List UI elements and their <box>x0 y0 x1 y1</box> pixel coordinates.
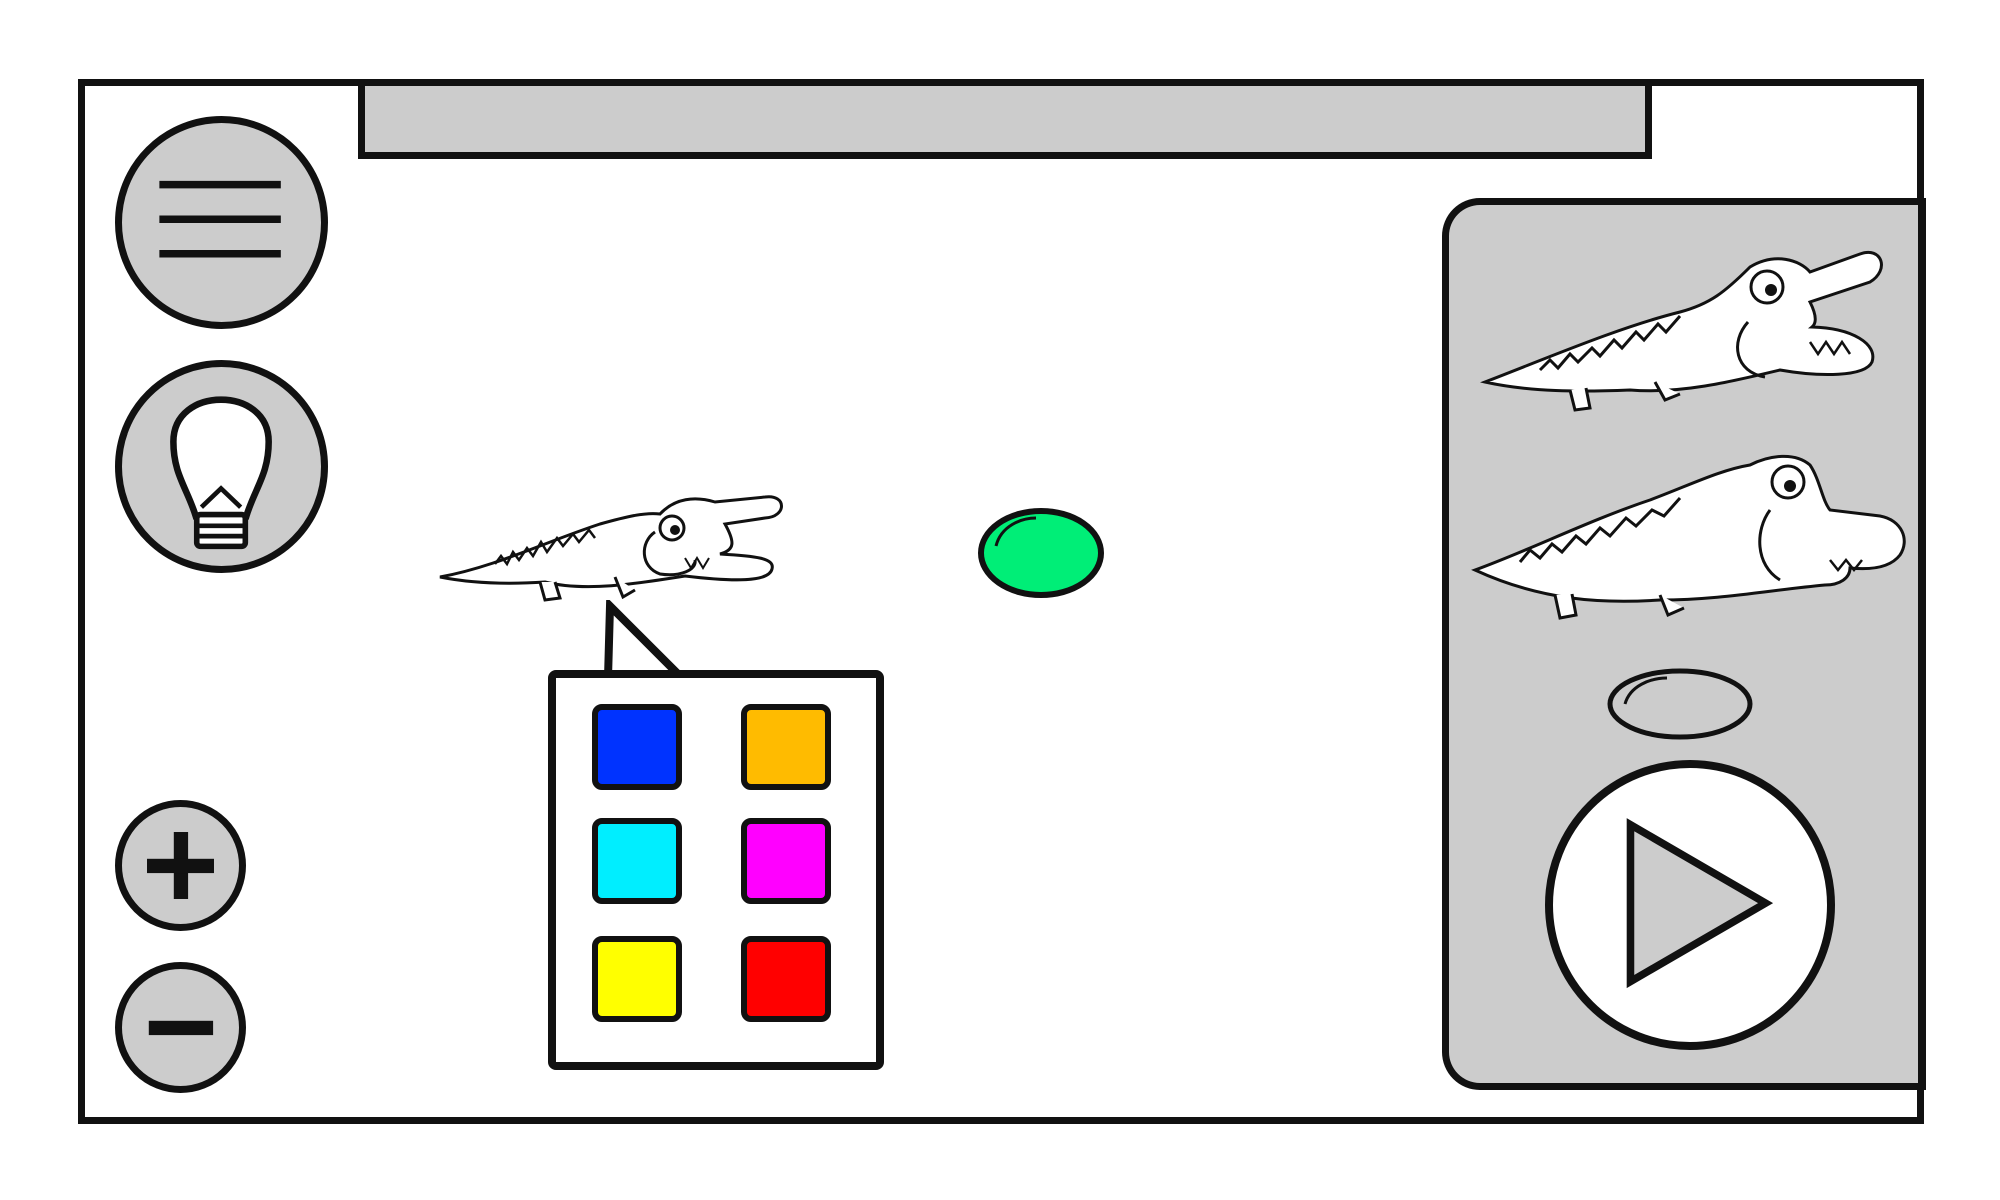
hamburger-menu-icon <box>159 180 281 258</box>
library-egg[interactable] <box>1605 664 1755 744</box>
menu-button[interactable] <box>115 116 328 329</box>
crocodile-selected[interactable] <box>435 472 785 612</box>
library-crocodile-fat[interactable] <box>1470 440 1910 630</box>
title-bar <box>358 79 1652 159</box>
color-palette-popup <box>548 600 884 1070</box>
zoom-in-button[interactable] <box>115 800 246 931</box>
zoom-out-button[interactable] <box>115 962 246 1093</box>
popup-pointer <box>604 600 683 679</box>
minus-icon <box>148 1020 214 1036</box>
lightbulb-icon <box>170 396 272 550</box>
color-swatch-magenta[interactable] <box>741 818 831 904</box>
color-swatch-red[interactable] <box>741 936 831 1022</box>
library-crocodile-thin[interactable] <box>1480 232 1900 432</box>
color-swatch-yellow[interactable] <box>592 936 682 1022</box>
play-button[interactable] <box>1545 760 1835 1050</box>
plus-icon <box>147 832 214 899</box>
color-swatch-blue[interactable] <box>592 704 682 790</box>
palette-box <box>548 670 884 1070</box>
egg[interactable] <box>976 506 1106 600</box>
play-icon <box>1626 818 1774 989</box>
hint-button[interactable] <box>115 360 328 573</box>
color-swatch-cyan[interactable] <box>592 818 682 904</box>
color-swatch-orange[interactable] <box>741 704 831 790</box>
